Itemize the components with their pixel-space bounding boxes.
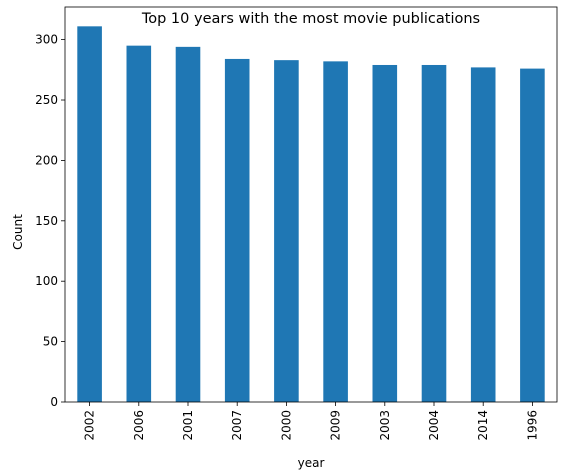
bar-1996 — [520, 68, 545, 403]
bar-2004 — [421, 64, 447, 402]
bar-2003 — [372, 64, 398, 402]
y-tick-label-0: 0 — [50, 395, 58, 409]
x-tick-label-2009: 2009 — [329, 410, 343, 441]
y-tick-label-150: 150 — [35, 214, 58, 228]
y-tick-label-200: 200 — [35, 153, 58, 167]
bar-2009 — [323, 61, 348, 403]
x-axis-label: year — [298, 456, 325, 470]
bars-group — [77, 26, 545, 403]
x-tick-label-2006: 2006 — [132, 410, 146, 441]
bar-2006 — [126, 45, 152, 403]
x-axis: 2002 2006 2001 2007 2000 2009 2003 2004 2014 1996 — [83, 402, 539, 441]
y-tick-label-250: 250 — [35, 93, 58, 107]
y-tick-label-300: 300 — [35, 33, 58, 47]
bar-2001 — [175, 46, 201, 402]
x-tick-label-2000: 2000 — [279, 410, 293, 441]
plot-frame — [64, 6, 558, 403]
x-tick-label-2001: 2001 — [181, 410, 195, 441]
y-axis-label: Count — [11, 214, 25, 250]
chart-title: Top 10 years with the most movie publica… — [141, 11, 480, 27]
y-tick-label-50: 50 — [43, 335, 58, 349]
x-tick-label-1996: 1996 — [525, 410, 539, 441]
bar-2007 — [224, 58, 250, 402]
bar-2002 — [77, 26, 102, 403]
y-axis: 0 50 100 150 200 250 300 — [35, 33, 65, 409]
y-tick-label-100: 100 — [35, 274, 58, 288]
bar-2000 — [274, 60, 299, 403]
x-tick-label-2004: 2004 — [427, 410, 441, 441]
x-tick-label-2007: 2007 — [230, 410, 244, 441]
bar-2014 — [470, 67, 496, 402]
x-tick-label-2002: 2002 — [83, 410, 97, 441]
x-tick-label-2003: 2003 — [378, 410, 392, 441]
x-tick-label-2014: 2014 — [476, 410, 490, 441]
